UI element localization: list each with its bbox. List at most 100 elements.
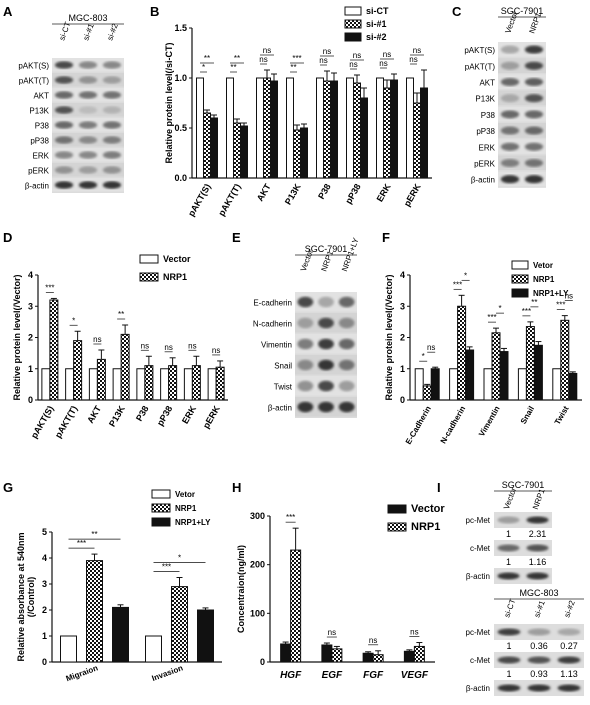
bar — [210, 117, 218, 179]
blot-band — [500, 158, 520, 168]
blot-quant-value: 0.36 — [530, 641, 548, 651]
bar — [263, 77, 271, 179]
bar — [353, 82, 361, 179]
panel-letter-b: B — [150, 4, 159, 19]
sig-mark: * — [202, 63, 205, 72]
blot-band — [54, 166, 74, 174]
blot-band — [102, 106, 122, 114]
bar — [233, 122, 241, 179]
x-tick-label: Invasion — [151, 663, 185, 683]
blot-band — [297, 401, 314, 413]
legend-label: si-CT — [366, 6, 389, 16]
blot-band-label: AKT — [33, 92, 49, 101]
sig-mark: ns — [141, 341, 149, 350]
blot-band — [524, 77, 544, 87]
bar — [207, 368, 217, 401]
blot-row — [494, 512, 552, 528]
blot-band-label: P38 — [481, 111, 496, 120]
blot-band-label: pAKT(T) — [19, 77, 50, 86]
bar — [144, 365, 154, 401]
x-tick-label: pP38 — [343, 182, 362, 206]
blot-header: SGC-7901 — [502, 480, 545, 490]
blot-band-label: β-actin — [466, 572, 490, 581]
sig-mark: ns — [379, 59, 387, 68]
bar — [560, 319, 570, 401]
blot-band-label: pP38 — [476, 127, 495, 136]
blot-band — [524, 126, 544, 135]
legend-swatch — [387, 504, 407, 514]
legend-swatch — [139, 272, 159, 282]
blot-band — [338, 359, 355, 371]
bar — [420, 87, 428, 179]
blot-row — [494, 568, 552, 584]
y-axis-label: (/Control) — [26, 577, 36, 618]
legend-label: NRP1+LY — [533, 289, 569, 298]
x-tick-label: N-cadherin — [439, 404, 468, 445]
bar — [226, 77, 234, 179]
sig-mark: ** — [204, 54, 210, 63]
blot-header: MGC-803 — [68, 13, 107, 23]
blot-quant-value: 0.93 — [530, 669, 548, 679]
bar — [517, 368, 527, 401]
sig-mark: ns — [349, 60, 357, 69]
panel-letter-h: H — [232, 480, 241, 495]
x-tick-label: Twist — [553, 404, 571, 426]
blot-band — [54, 136, 74, 144]
sig-mark: ns — [319, 56, 327, 65]
bar — [136, 368, 146, 401]
blot-band — [500, 110, 520, 119]
blot-band — [497, 516, 520, 524]
bar — [183, 368, 193, 401]
blot-quant-value: 1 — [506, 669, 511, 679]
blot-lane-label: si-#2 — [105, 22, 120, 42]
sig-mark: * — [422, 352, 425, 361]
y-tick-label: 3 — [42, 579, 47, 589]
blot-band — [524, 110, 544, 119]
blot-band — [526, 572, 549, 580]
blot-band — [102, 136, 122, 144]
x-tick-label: P38 — [134, 404, 151, 423]
blot-band — [527, 656, 551, 664]
bar — [422, 385, 432, 401]
blot-band — [297, 359, 314, 371]
blot-band — [297, 380, 314, 392]
sig-mark: ** — [290, 63, 296, 72]
bar — [256, 77, 264, 179]
blot-band-label: P38 — [35, 122, 50, 131]
y-tick-label: 4 — [42, 553, 47, 563]
bar-chart-D: 0 1 2 3 4 Relative protein level(/Vector) pAKT… — [12, 254, 228, 440]
y-tick-label: 0 — [42, 657, 47, 667]
sig-mark: * — [498, 304, 501, 313]
blot-band-label: β-actin — [466, 684, 490, 693]
x-tick-label: HGF — [280, 670, 302, 681]
blot-header: SGC-7901 — [501, 6, 544, 16]
blot-quant-value: 1.13 — [560, 669, 578, 679]
blot-band — [318, 359, 334, 371]
blot-band — [524, 158, 544, 168]
blot-quant-value: 1.16 — [529, 557, 547, 567]
blot-band — [497, 544, 520, 552]
bar — [171, 586, 188, 663]
blot-band-label: Vimentin — [261, 341, 292, 350]
bar — [457, 305, 467, 401]
bar — [240, 125, 248, 179]
blot-band-label: E-cadherin — [253, 299, 292, 308]
blot-band — [527, 628, 551, 636]
bar — [568, 372, 578, 401]
panel-letter-f: F — [382, 230, 390, 245]
sig-mark: ns — [259, 55, 267, 64]
blot-band-label: P13K — [29, 107, 49, 116]
sig-mark: ** — [531, 298, 537, 307]
bar — [88, 368, 98, 401]
x-tick-label: pP38 — [155, 404, 174, 428]
bar-chart-F: 0 1 2 3 4 Relative protein level(/Vector) E-Ca… — [384, 260, 582, 446]
legend-label: si-#2 — [366, 32, 387, 42]
blot-band — [78, 91, 98, 99]
y-axis-label: Relative protein level(/si-CT) — [164, 42, 174, 163]
blot-band-label: AKT — [479, 79, 495, 88]
blot-band — [102, 166, 122, 174]
blot-band — [500, 61, 520, 70]
bar — [112, 368, 122, 401]
x-tick-label: AKT — [85, 404, 103, 425]
sig-mark: ** — [118, 310, 124, 319]
